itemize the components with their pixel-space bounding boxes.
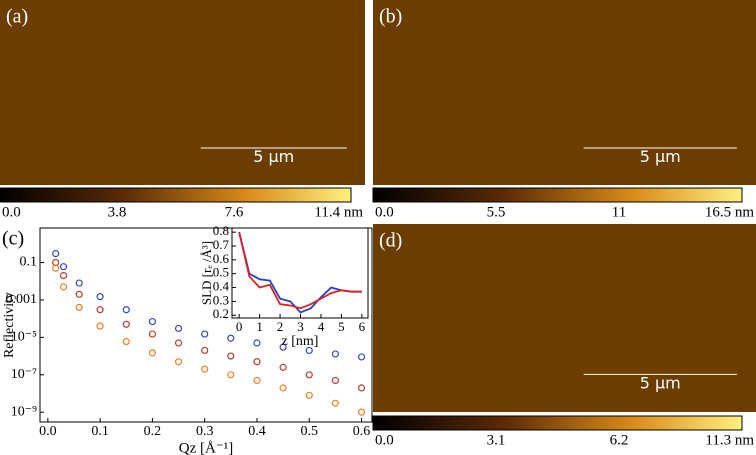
data-point	[148, 317, 157, 326]
data-point	[174, 358, 183, 366]
scale-label: 5 µm	[253, 147, 294, 166]
y-tick-label: 0.8	[213, 223, 229, 238]
panel-label: (c)	[2, 228, 24, 250]
colorbar	[0, 187, 352, 203]
x-tick-label: 0.3	[196, 424, 214, 439]
data-point	[122, 306, 130, 314]
data-point	[201, 330, 209, 338]
data-point	[75, 290, 83, 298]
data-point	[279, 384, 287, 392]
data-point	[305, 391, 313, 399]
data-point	[227, 352, 235, 360]
x-tick-label: 5	[338, 319, 345, 334]
data-point	[174, 324, 183, 333]
colorbar-tick-label: 11.4 nm	[314, 204, 363, 220]
data-point	[279, 343, 287, 351]
y-tick-label: 10⁻⁹	[11, 404, 37, 419]
data-point	[122, 337, 130, 346]
y-tick-label: 0.7	[213, 237, 230, 252]
data-point	[253, 358, 261, 366]
data-point	[96, 293, 104, 301]
data-point	[331, 350, 340, 358]
x-tick-label: 1	[256, 319, 263, 334]
y-axis-label: Reflectivity	[2, 292, 17, 358]
data-point	[253, 376, 261, 385]
plot-frame	[231, 227, 369, 319]
colorbar	[372, 415, 743, 431]
x-tick-label: 0	[236, 319, 243, 334]
colorbar-tick-label: 3.1	[487, 432, 506, 448]
data-point	[331, 399, 340, 407]
data-point	[75, 303, 83, 311]
y-axis-label: SLD [rₑ /Å³]	[199, 241, 214, 305]
data-point	[305, 346, 313, 355]
data-point	[227, 371, 235, 379]
data-point	[227, 334, 235, 342]
y-tick-label: 0.1	[20, 255, 38, 270]
data-point	[59, 283, 68, 291]
x-tick-label: 0.6	[353, 424, 371, 439]
data-point	[357, 408, 366, 416]
data-point	[96, 306, 104, 314]
y-tick-label: 10⁻⁷	[11, 367, 37, 382]
colorbar-tick-label: 6.2	[610, 432, 629, 448]
data-point	[174, 339, 183, 347]
afm-image	[373, 224, 756, 412]
data-point	[279, 363, 287, 371]
x-tick-label: 0.1	[91, 424, 109, 439]
data-point	[357, 384, 366, 392]
x-tick-label: 3	[297, 319, 304, 334]
colorbar-tick-label: 0.0	[375, 204, 394, 220]
panel-label: (d)	[379, 230, 402, 252]
data-point	[305, 371, 313, 379]
colorbar-tick-label: 0.0	[375, 432, 394, 448]
x-tick-label: 0.2	[144, 424, 162, 439]
data-point	[201, 365, 209, 373]
x-tick-label: 6	[359, 319, 366, 334]
data-point	[52, 264, 60, 272]
colorbar	[372, 187, 743, 203]
y-tick-label: 0.5	[213, 265, 229, 280]
scale-label: 5 µm	[640, 147, 681, 166]
data-point	[59, 263, 68, 271]
data-point	[96, 322, 104, 330]
x-axis-label: z [nm]	[282, 334, 319, 349]
data-point	[148, 330, 157, 338]
y-tick-label: 0.4	[213, 279, 230, 294]
x-axis-label: Qz [Å⁻¹]	[179, 440, 233, 455]
data-point	[122, 320, 130, 328]
panel-label: (a)	[6, 6, 28, 28]
colorbar-tick-label: 3.8	[108, 204, 127, 220]
colorbar-tick-label: 11.3 nm	[705, 432, 754, 448]
y-tick-label: 10⁻⁵	[11, 330, 37, 345]
afm-image	[373, 0, 756, 185]
data-line	[238, 231, 362, 310]
panel-label: (b)	[379, 6, 402, 28]
colorbar-tick-label: 7.6	[225, 204, 244, 220]
x-tick-label: 0.4	[248, 424, 266, 439]
afm-image	[0, 0, 365, 185]
colorbar-tick-label: 16.5 nm	[705, 204, 755, 220]
data-point	[59, 272, 68, 280]
data-point	[331, 376, 340, 385]
x-tick-label: 2	[277, 319, 284, 334]
colorbar-tick-label: 11	[612, 204, 626, 220]
colorbar-tick-label: 5.5	[487, 204, 506, 220]
y-tick-label: 0.6	[213, 251, 230, 266]
data-point	[75, 279, 83, 287]
data-point	[52, 249, 60, 258]
data-point	[148, 349, 157, 357]
colorbar-tick-label: 0.0	[2, 204, 21, 220]
y-tick-label: 0.2	[213, 306, 229, 321]
scale-label: 5 µm	[640, 373, 681, 392]
data-point	[201, 346, 209, 355]
x-tick-label: 4	[318, 319, 325, 334]
x-tick-label: 0.5	[301, 424, 319, 439]
x-tick-label: 0.0	[39, 424, 57, 439]
y-tick-label: 0.3	[213, 292, 229, 307]
data-point	[357, 353, 366, 361]
y-tick-label: 0.001	[6, 292, 38, 307]
data-point	[253, 339, 261, 347]
